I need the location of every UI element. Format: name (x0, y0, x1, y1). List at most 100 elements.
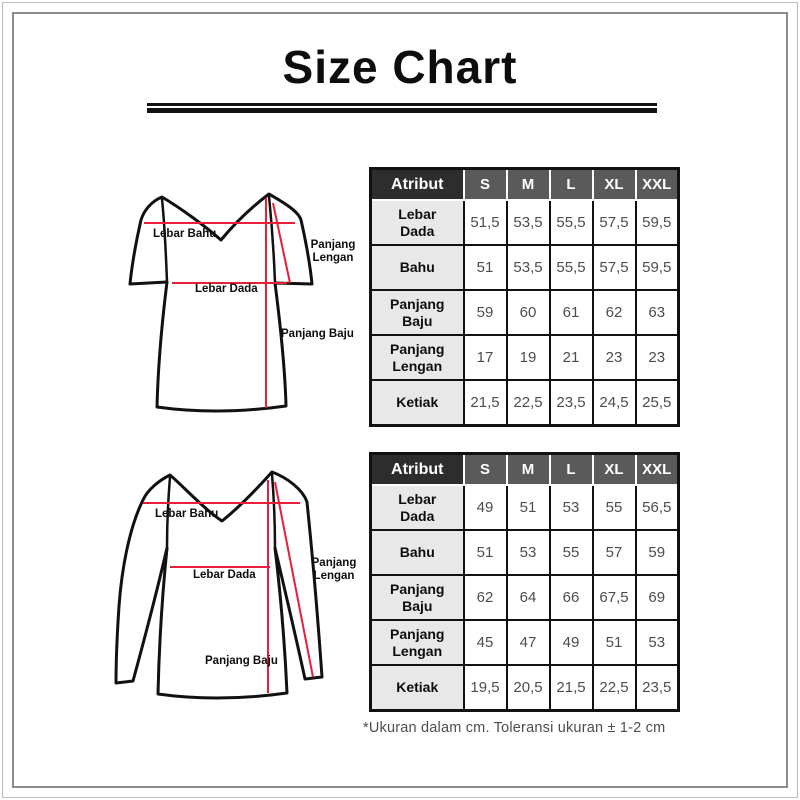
row-label-cell: Lebar Dada (369, 484, 465, 531)
attribute-header-cell: Atribut (369, 167, 465, 201)
value-cell: 51 (462, 244, 508, 291)
value-cell: 21,5 (548, 664, 594, 712)
size-header-cell-xxl: XXL (634, 452, 680, 486)
table-row: Panjang Lengan 45 47 49 51 53 (369, 619, 680, 666)
value-cell: 61 (548, 289, 594, 336)
value-cell: 59 (634, 529, 680, 576)
value-cell: 19 (505, 334, 551, 381)
length-label: Panjang Baju (205, 655, 278, 667)
title-underline-thick (147, 108, 657, 113)
value-cell: 51 (591, 619, 637, 666)
size-header-cell-s: S (462, 452, 508, 486)
armhole-seam-right (270, 472, 277, 550)
row-label-cell: Ketiak (369, 379, 465, 427)
value-cell: 59,5 (634, 244, 680, 291)
table-header-row: Atribut S M L XL XXL (369, 167, 680, 201)
footnote: *Ukuran dalam cm. Toleransi ukuran ± 1-2… (363, 720, 666, 736)
sleeve-label-line1: Panjang (312, 557, 357, 569)
value-cell: 53 (634, 619, 680, 666)
armhole-seam-left (165, 475, 172, 550)
table-row: Lebar Dada 51,5 53,5 55,5 57,5 59,5 (369, 199, 680, 246)
table-row: Ketiak 19,5 20,5 21,5 22,5 23,5 (369, 664, 680, 712)
sleeve-measure-line (272, 202, 291, 284)
length-label: Panjang Baju (281, 328, 354, 340)
size-header-cell-xl: XL (591, 452, 637, 486)
row-label-cell: Bahu (369, 244, 465, 291)
value-cell: 23 (634, 334, 680, 381)
value-cell: 25,5 (634, 379, 680, 427)
attribute-header-cell: Atribut (369, 452, 465, 486)
value-cell: 62 (591, 289, 637, 336)
sleeve-label-line2: Lengan (314, 570, 355, 582)
size-header-cell-l: L (548, 167, 594, 201)
shirt-outline (128, 192, 314, 413)
value-cell: 66 (548, 574, 594, 621)
value-cell: 23,5 (548, 379, 594, 427)
row-label-cell: Panjang Baju (369, 574, 465, 621)
row-label-cell: Panjang Lengan (369, 334, 465, 381)
value-cell: 49 (462, 484, 508, 531)
row-label-cell: Panjang Lengan (369, 619, 465, 666)
value-cell: 64 (505, 574, 551, 621)
size-header-cell-xxl: XXL (634, 167, 680, 201)
title-underline-thin (147, 103, 657, 106)
value-cell: 22,5 (505, 379, 551, 427)
value-cell: 47 (505, 619, 551, 666)
value-cell: 22,5 (591, 664, 637, 712)
value-cell: 55,5 (548, 199, 594, 246)
table-row: Panjang Baju 62 64 66 67,5 69 (369, 574, 680, 621)
value-cell: 63 (634, 289, 680, 336)
value-cell: 51 (505, 484, 551, 531)
title-underline (147, 103, 657, 113)
size-header-cell-xl: XL (591, 167, 637, 201)
value-cell: 20,5 (505, 664, 551, 712)
sleeve-label-line1: Panjang (311, 239, 355, 251)
table-row: Panjang Baju 59 60 61 62 63 (369, 289, 680, 336)
value-cell: 53,5 (505, 199, 551, 246)
size-header-cell-m: M (505, 167, 551, 201)
value-cell: 24,5 (591, 379, 637, 427)
value-cell: 60 (505, 289, 551, 336)
table-row: Lebar Dada 49 51 53 55 56,5 (369, 484, 680, 531)
value-cell: 59,5 (634, 199, 680, 246)
sleeve-label-line2: Lengan (313, 252, 354, 264)
value-cell: 57,5 (591, 199, 637, 246)
shoulder-label: Lebar Bahu (155, 508, 218, 520)
page-title: Size Chart (282, 41, 518, 93)
value-cell: 53 (505, 529, 551, 576)
value-cell: 57 (591, 529, 637, 576)
value-cell: 55 (548, 529, 594, 576)
value-cell: 62 (462, 574, 508, 621)
value-cell: 49 (548, 619, 594, 666)
value-cell: 57,5 (591, 244, 637, 291)
short-sleeve-shirt-diagram: Lebar Bahu Lebar Dada Panjang Lengan Pan… (128, 192, 355, 413)
value-cell: 21,5 (462, 379, 508, 427)
table-header-row: Atribut S M L XL XXL (369, 452, 680, 486)
long-sleeve-shirt-diagram: Lebar Bahu Lebar Dada Panjang Lengan Pan… (114, 470, 357, 700)
row-label-cell: Bahu (369, 529, 465, 576)
shoulder-label: Lebar Bahu (153, 228, 216, 240)
row-label-cell: Ketiak (369, 664, 465, 712)
size-table-long-sleeve: Atribut S M L XL XXL Lebar Dada 49 51 53… (369, 452, 680, 712)
value-cell: 53,5 (505, 244, 551, 291)
value-cell: 67,5 (591, 574, 637, 621)
size-header-cell-m: M (505, 452, 551, 486)
sleeve-measure-line (274, 481, 314, 678)
chest-label: Lebar Dada (195, 283, 258, 295)
value-cell: 59 (462, 289, 508, 336)
table-row: Panjang Lengan 17 19 21 23 23 (369, 334, 680, 381)
value-cell: 51,5 (462, 199, 508, 246)
value-cell: 55 (591, 484, 637, 531)
value-cell: 17 (462, 334, 508, 381)
table-row: Bahu 51 53 55 57 59 (369, 529, 680, 576)
value-cell: 19,5 (462, 664, 508, 712)
value-cell: 69 (634, 574, 680, 621)
value-cell: 23,5 (634, 664, 680, 712)
size-table-short-sleeve: Atribut S M L XL XXL Lebar Dada 51,5 53,… (369, 167, 680, 427)
value-cell: 51 (462, 529, 508, 576)
size-header-cell-s: S (462, 167, 508, 201)
value-cell: 53 (548, 484, 594, 531)
size-header-cell-l: L (548, 452, 594, 486)
table-row: Ketiak 21,5 22,5 23,5 24,5 25,5 (369, 379, 680, 427)
value-cell: 45 (462, 619, 508, 666)
